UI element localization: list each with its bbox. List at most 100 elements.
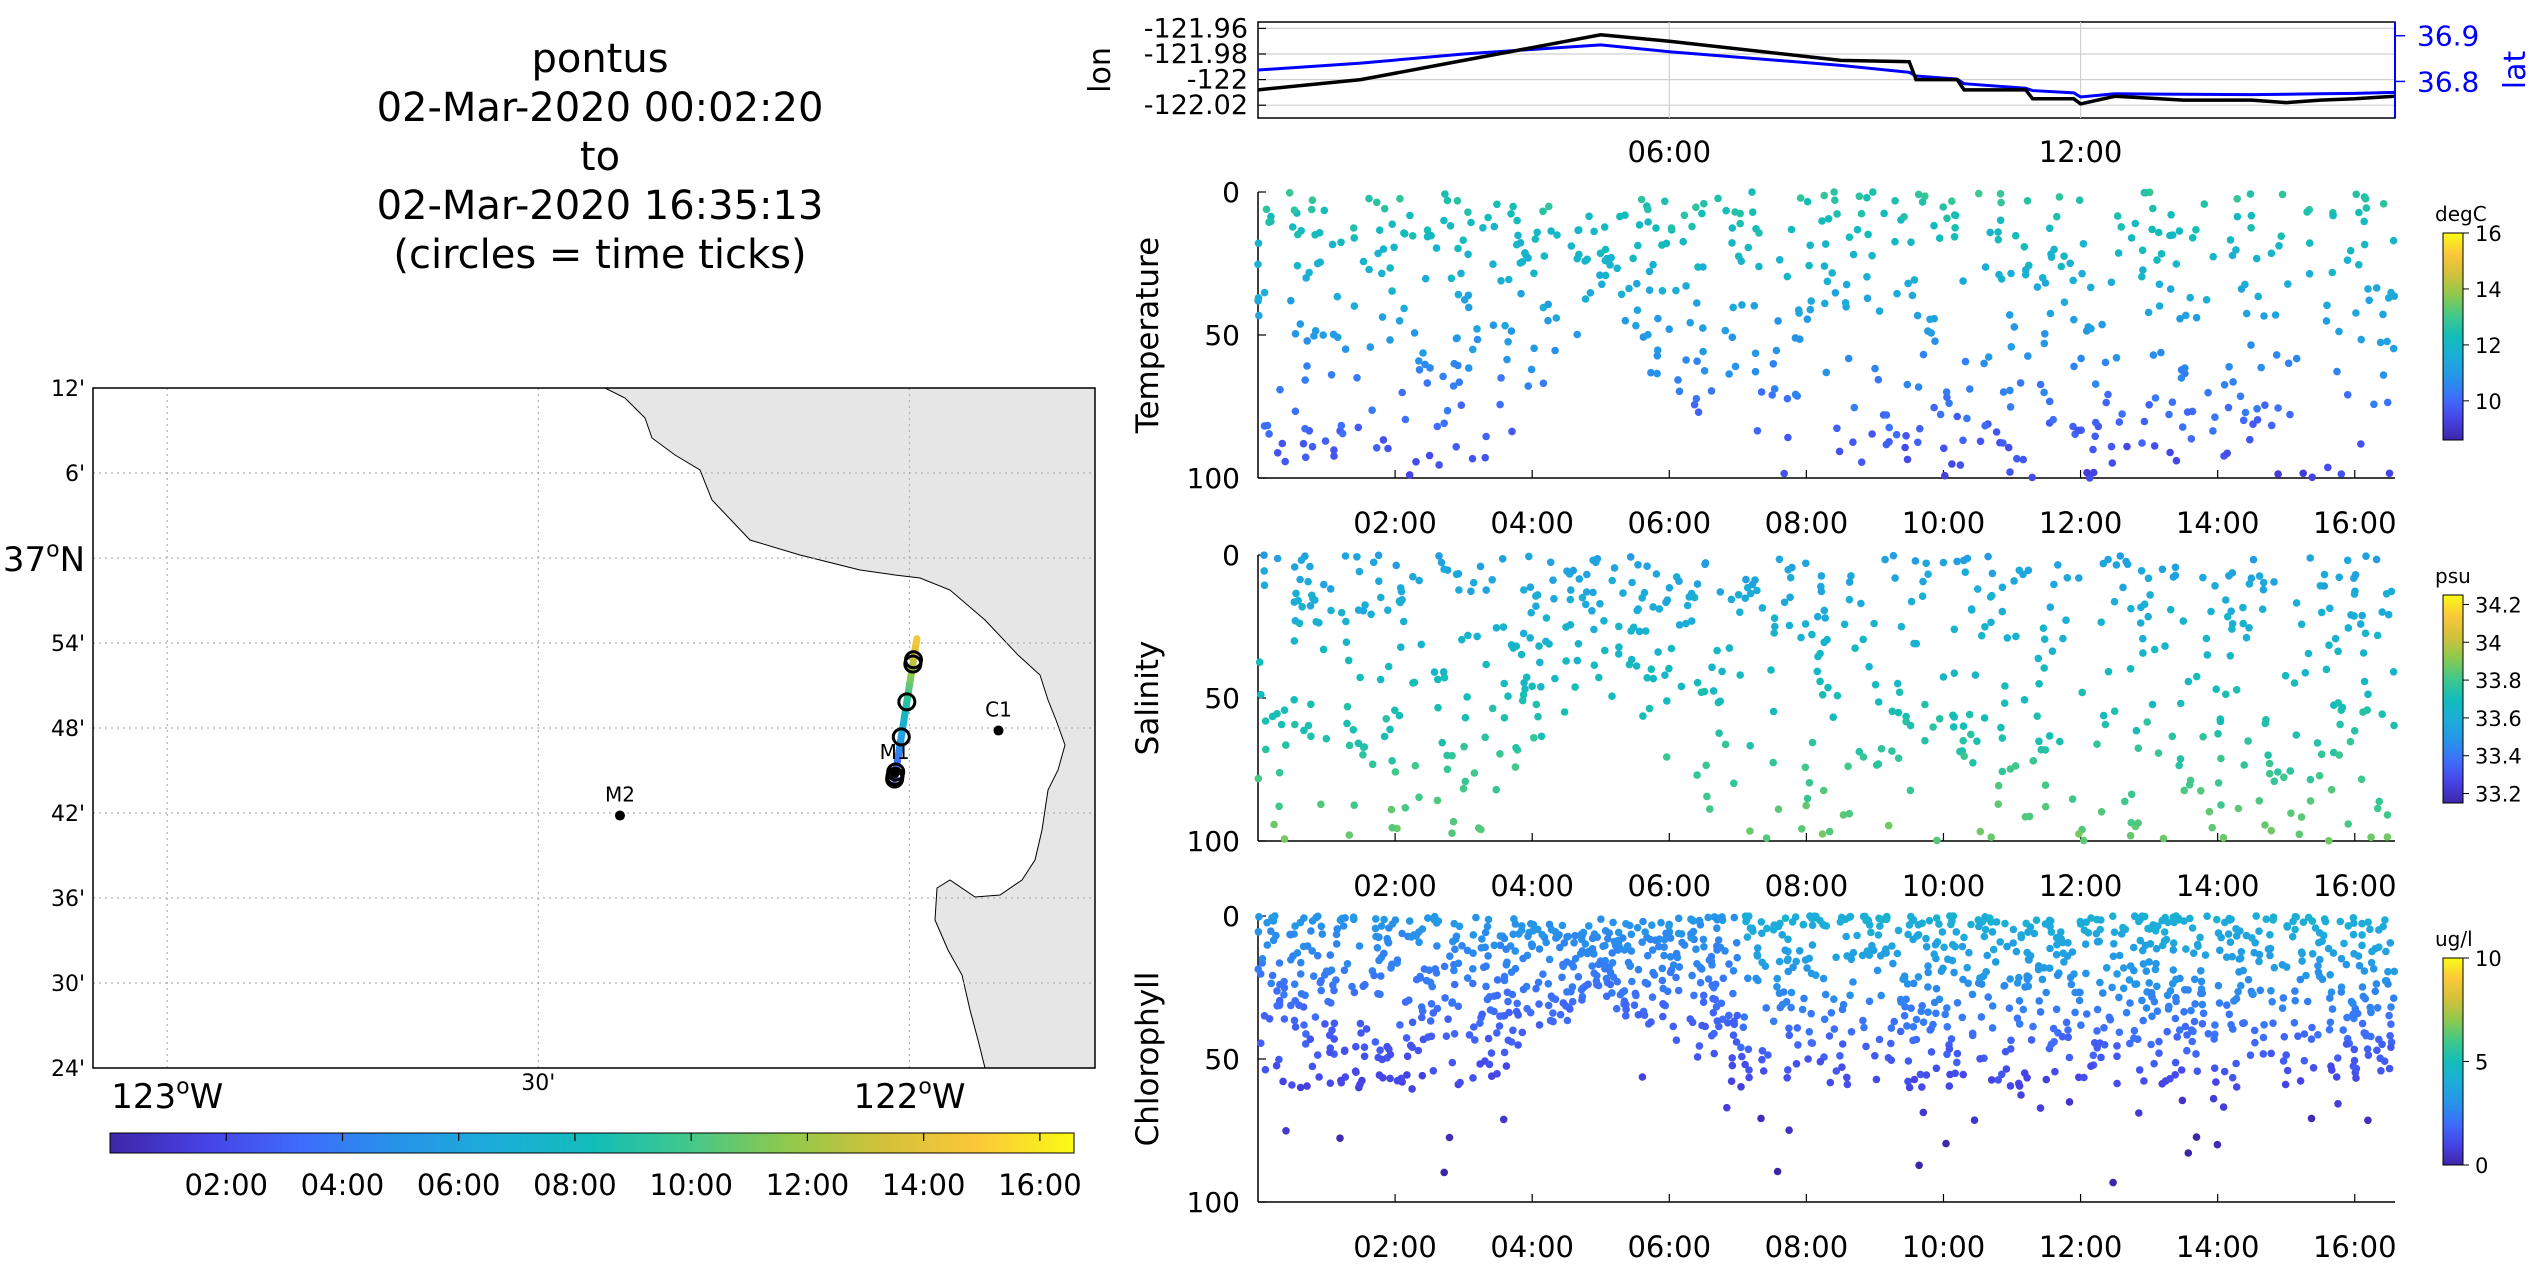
scatter-point xyxy=(1485,1060,1494,1069)
scatter-point xyxy=(2189,949,2198,957)
scatter-point xyxy=(2099,559,2108,568)
scatter-point xyxy=(1932,1009,1940,1018)
scatter-point xyxy=(1970,1116,1979,1124)
scatter-point xyxy=(2329,211,2337,220)
scatter-point xyxy=(1943,214,1951,223)
scatter-point xyxy=(1925,916,1934,925)
scatter-point xyxy=(2151,965,2160,974)
scatter-point xyxy=(2372,284,2381,292)
scatter-point xyxy=(2209,427,2217,435)
scatter-point xyxy=(2228,569,2237,577)
scatter-point xyxy=(1725,644,1734,652)
scatter-point xyxy=(1350,801,1358,809)
scatter-point xyxy=(1601,271,1610,280)
scatter-point xyxy=(2192,1050,2200,1058)
scatter-point xyxy=(1337,421,1346,430)
scatter-point xyxy=(1844,354,1853,363)
scatter-point xyxy=(1959,736,1967,745)
scatter-point xyxy=(1562,657,1570,665)
scatter-point xyxy=(2315,771,2324,780)
scatter-point xyxy=(2002,1065,2011,1073)
scatter-point xyxy=(1448,1058,1457,1067)
scatter-point xyxy=(2232,1083,2241,1091)
lon-tick-label: 123oW xyxy=(111,1075,223,1117)
scatter-point xyxy=(1588,607,1596,615)
scatter-point xyxy=(1956,461,1965,469)
scatter-point xyxy=(2229,1025,2237,1033)
scatter-point xyxy=(1904,1057,1913,1065)
scatter-point xyxy=(1692,394,1701,403)
scatter-point xyxy=(2066,259,2074,268)
scatter-point xyxy=(1621,316,1630,325)
scatter-xtick-label: 06:00 xyxy=(1627,1230,1711,1264)
scatter-point xyxy=(1685,593,1693,601)
scatter-point xyxy=(2308,1023,2316,1032)
scatter-point xyxy=(1904,930,1912,939)
scatter-point xyxy=(2304,913,2313,922)
scatter-point xyxy=(2214,730,2222,738)
scatter-point xyxy=(2091,380,2100,388)
scatter-point xyxy=(1818,217,1826,225)
scatter-point xyxy=(2360,967,2369,975)
scatter-point xyxy=(1437,558,1446,567)
scatter-point xyxy=(1977,980,1986,988)
scatter-point xyxy=(2272,351,2281,359)
scatter-point xyxy=(2192,313,2201,322)
scatter-point xyxy=(1332,930,1341,939)
scatter-point xyxy=(1784,566,1792,574)
scatter-point xyxy=(1590,969,1598,978)
scatter-point xyxy=(2006,1082,2015,1090)
scatter-point xyxy=(2335,751,2343,759)
scatter-point xyxy=(1887,1039,1895,1048)
scatter-point xyxy=(1575,575,1584,583)
scatter-point xyxy=(1806,241,1814,250)
scatter-point xyxy=(1261,1065,1270,1074)
scatter-point xyxy=(1481,733,1489,742)
scatter-point xyxy=(2220,381,2229,389)
scatter-point xyxy=(2225,1010,2234,1019)
scatter-point xyxy=(1712,1003,1721,1011)
scatter-point xyxy=(2118,410,2126,418)
scatter-point xyxy=(1311,1013,1320,1021)
scatter-points xyxy=(1254,912,2399,1187)
scatter-point xyxy=(1365,265,1373,274)
scatter-point xyxy=(1544,300,1552,309)
scatter-point xyxy=(1738,1052,1746,1061)
scatter-point xyxy=(2360,1029,2368,1037)
scatter-point xyxy=(1699,991,1708,1000)
scatter-point xyxy=(1667,224,1676,232)
scatter-point xyxy=(2053,212,2061,221)
scatter-point xyxy=(1532,592,1540,600)
scatter-point xyxy=(2335,573,2343,582)
scatter-point xyxy=(2214,779,2223,787)
scatter-point xyxy=(2134,744,2143,752)
scatter-point xyxy=(1393,1076,1402,1085)
scatter-point xyxy=(1900,213,1908,221)
scatter-point xyxy=(1279,1077,1287,1086)
scatter-point xyxy=(1388,220,1396,228)
scatter-point xyxy=(1288,1081,1296,1089)
scatter-point xyxy=(2115,418,2124,426)
scatter-point xyxy=(1808,941,1817,949)
scatter-point xyxy=(1855,747,1864,756)
scatter-point xyxy=(1829,713,1837,721)
scatter-point xyxy=(1286,930,1294,939)
scatter-point xyxy=(2064,1026,2072,1034)
scatter-point xyxy=(1484,1034,1493,1043)
scatter-point xyxy=(1600,617,1608,625)
scatter-point xyxy=(1273,1002,1281,1010)
scatter-point xyxy=(2297,620,2306,629)
scatter-point xyxy=(1321,437,1330,445)
lat-tick-label: 36' xyxy=(51,887,85,912)
scatter-point xyxy=(1880,209,1888,218)
scatter-point xyxy=(2091,432,2099,441)
scatter-point xyxy=(1988,1002,1997,1010)
scatter-point xyxy=(1965,948,1973,957)
scatter-point xyxy=(1988,569,1997,578)
scatter-point xyxy=(1308,917,1317,925)
scatter-point xyxy=(1847,1028,1856,1036)
scatter-point xyxy=(2347,611,2355,619)
scatter-point xyxy=(2024,566,2033,575)
scatter-point xyxy=(2361,629,2370,638)
